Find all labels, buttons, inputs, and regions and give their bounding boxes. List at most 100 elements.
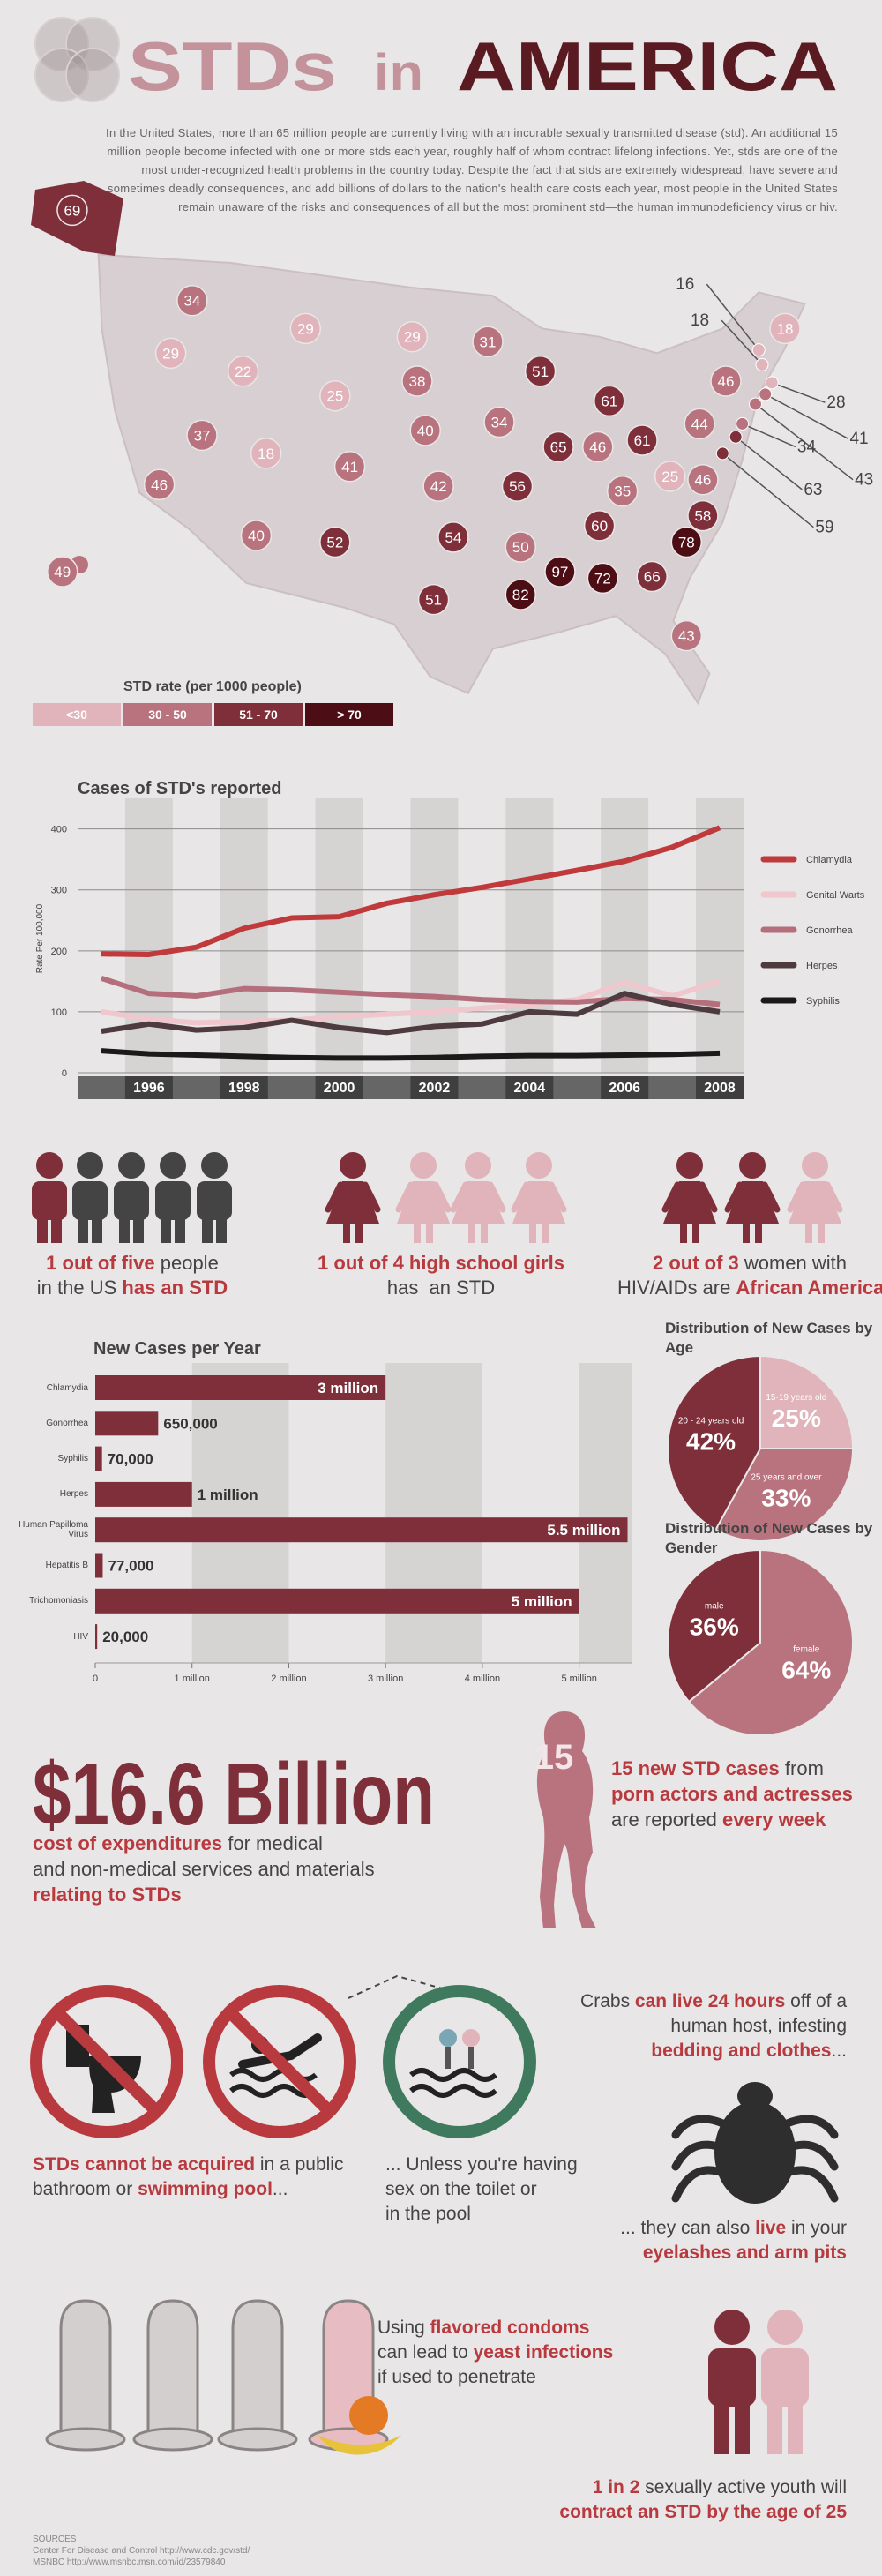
text: Crabs	[580, 1991, 635, 2011]
state-value: 51	[532, 363, 549, 380]
condom-rim	[45, 2427, 126, 2452]
x-tick-box	[220, 1076, 268, 1099]
state-tile	[289, 312, 322, 345]
person-legs	[51, 1213, 62, 1243]
text: are reported	[611, 1808, 722, 1831]
text-line: are reported every week	[611, 1807, 853, 1832]
state-value: 58	[694, 508, 711, 525]
logo-circle	[65, 17, 120, 71]
state-value: 31	[480, 333, 497, 350]
sign-circle	[203, 1985, 356, 2138]
highlight-text: relating to STDs	[33, 1883, 182, 1906]
legend-label: 30 - 50	[148, 708, 187, 722]
state-value: 61	[634, 432, 651, 449]
value-label: 70,000	[108, 1451, 153, 1468]
x-tick-box	[505, 1076, 554, 1099]
orange	[349, 2396, 388, 2435]
slice-category: female	[793, 1645, 819, 1655]
state-tile	[542, 431, 574, 463]
x-tick-box	[410, 1076, 459, 1099]
state-value: 52	[326, 534, 343, 550]
person-head	[340, 1152, 366, 1179]
state-value: 35	[614, 483, 631, 500]
highlight-text: African American	[736, 1277, 882, 1299]
text-line: 15 new STD cases from	[611, 1756, 853, 1781]
person-head	[802, 1152, 828, 1179]
state-tile	[154, 337, 187, 370]
state-value: 25	[662, 468, 678, 485]
state-tile	[524, 356, 557, 387]
bar	[95, 1375, 386, 1400]
highlight-text: 1 in 2	[592, 2477, 640, 2497]
grid-band	[124, 798, 173, 1073]
state-value: 18	[258, 446, 274, 462]
state-value: 60	[591, 518, 608, 535]
person-legs	[37, 1213, 48, 1243]
legend-label: > 70	[337, 708, 362, 722]
legend-label: Herpes	[806, 961, 838, 971]
grid-band	[410, 798, 459, 1073]
state-value: 78	[678, 534, 695, 550]
state-tile	[687, 463, 719, 496]
state-tile	[582, 431, 614, 463]
state-value: 18	[691, 311, 709, 330]
value-label: 5.5 million	[547, 1522, 620, 1539]
fact-text: ... they can also live in your eyelashes …	[494, 2216, 847, 2265]
x-tick-label: 2004	[514, 1081, 546, 1096]
text-line: and non-medical services and materials	[33, 1856, 375, 1882]
slice-category: male	[705, 1601, 724, 1611]
y-tick-label: 100	[51, 1007, 67, 1018]
state-tile	[483, 406, 515, 438]
state-value: 82	[512, 587, 529, 603]
text-line: in the pool	[385, 2202, 578, 2227]
state-tile	[409, 415, 442, 446]
state-value: 16	[676, 275, 694, 294]
chart-title: Distribution of New Cases by Age	[665, 1320, 873, 1356]
text: for medical	[222, 1832, 323, 1854]
value-label: 5 million	[512, 1593, 572, 1610]
text: people	[154, 1252, 219, 1274]
grid-band	[601, 798, 649, 1073]
person-body	[155, 1181, 191, 1220]
highlight-text: 1 out of five	[46, 1252, 155, 1274]
text-line: relating to STDs	[33, 1882, 375, 1907]
series-line	[101, 991, 721, 1036]
fact-text: STDs cannot be acquired in a public bathr…	[33, 2153, 343, 2202]
leader-line	[771, 382, 826, 403]
series-line	[101, 1048, 721, 1061]
person-legs	[161, 1213, 171, 1243]
person-legs	[755, 1222, 762, 1243]
slice-category: 15-19 years old	[766, 1393, 826, 1403]
logo-circle	[65, 48, 120, 102]
bar	[95, 1624, 98, 1650]
person-legs	[692, 1222, 699, 1243]
person-legs	[343, 1222, 350, 1243]
x-tick-box	[601, 1076, 649, 1099]
legend-label: Genital Warts	[806, 890, 865, 901]
stat-text: 1 out of 4 high school girls has an STD	[291, 1251, 591, 1300]
text: Using	[377, 2318, 430, 2338]
person-legs	[818, 1222, 825, 1243]
stat-text: 1 out of five people in the US has an STD	[0, 1251, 265, 1300]
state-value: 29	[404, 329, 421, 346]
text-line: in the US has an STD	[0, 1276, 265, 1300]
text: ... Unless you're having	[385, 2154, 578, 2175]
highlight-text: every week	[721, 1808, 826, 1831]
state-value: 46	[151, 476, 168, 493]
text: HIV/AIDs are	[617, 1277, 736, 1299]
state-tile	[729, 430, 743, 444]
highlight-text: yeast infections	[473, 2342, 614, 2363]
state-value: 43	[678, 628, 695, 645]
person-legs	[788, 2400, 803, 2454]
y-tick-label: 400	[51, 825, 67, 835]
swimmer-body	[238, 2033, 322, 2069]
state-tile	[606, 475, 639, 507]
person-legs	[735, 2400, 750, 2454]
state-tile	[583, 510, 616, 542]
y-axis-label: Rate Per 100,000	[35, 903, 45, 973]
highlight-text: porn actors and actresses	[611, 1783, 853, 1805]
text: sexually active youth will	[639, 2477, 847, 2497]
cost-amount: $16.6 Billion	[33, 1745, 435, 1844]
x-tick-label: 2000	[324, 1081, 355, 1096]
state-tile	[626, 424, 658, 456]
